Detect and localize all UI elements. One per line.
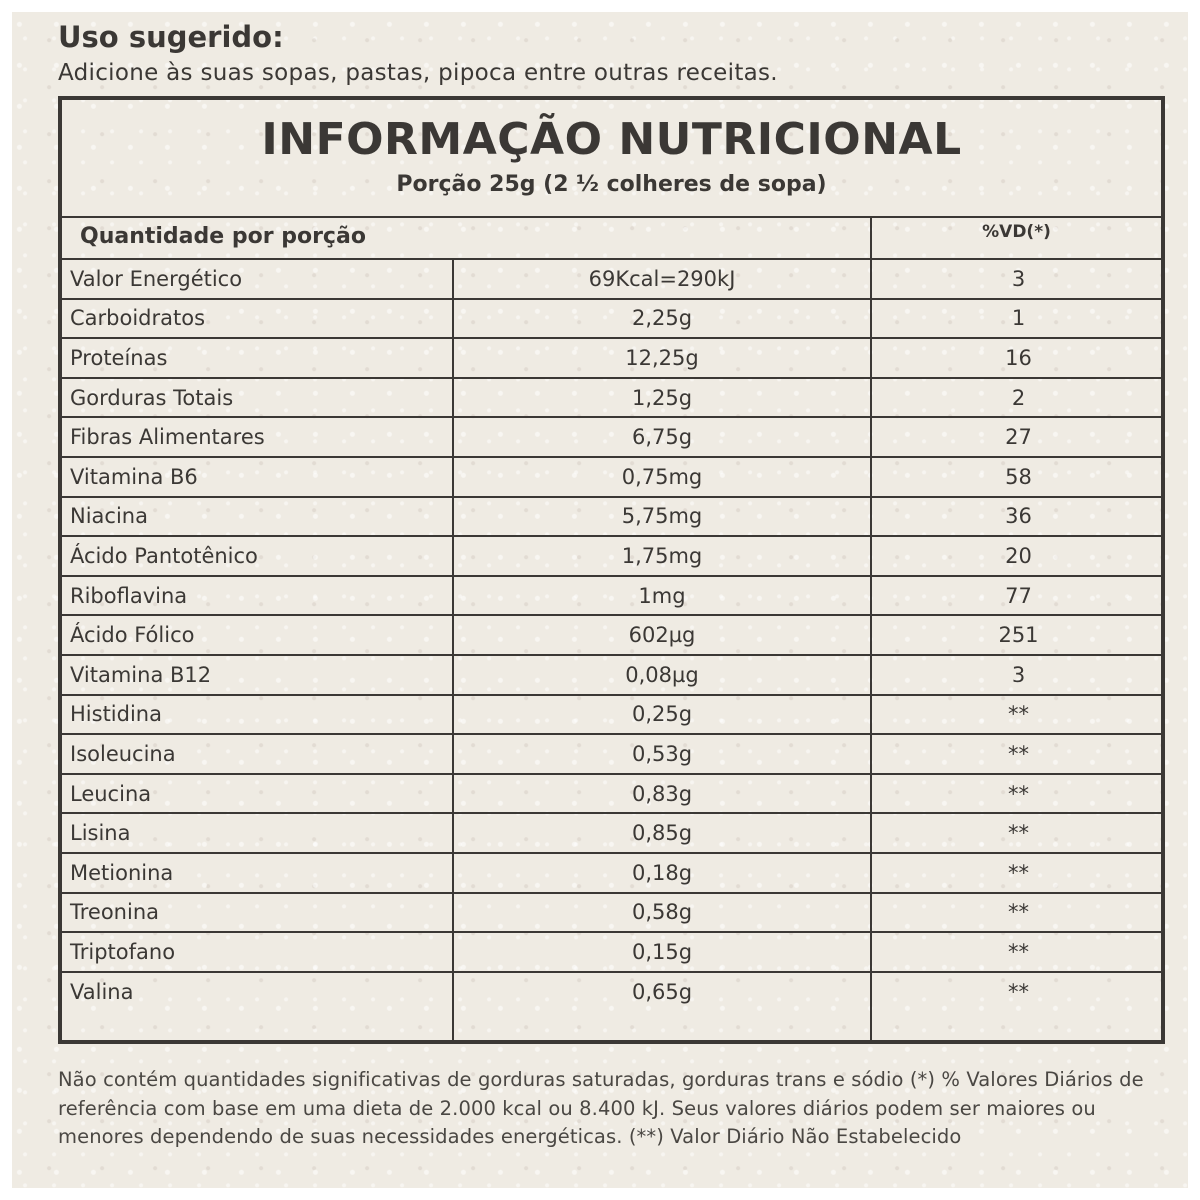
nutrient-name: Ácido Pantotênico [70, 543, 258, 568]
column-divider [870, 218, 872, 1040]
nutrition-table: INFORMAÇÃO NUTRICIONAL Porção 25g (2 ½ c… [58, 96, 1165, 1044]
nutrient-name: Fibras Alimentares [70, 425, 265, 450]
table-row: Lisina 0,85g ** [62, 814, 1161, 854]
nutrient-name: Vitamina B6 [70, 464, 198, 489]
nutrient-amount: 12,25g [625, 345, 699, 370]
nutrient-name: Vitamina B12 [70, 662, 212, 687]
footnote: Não contém quantidades significativas de… [58, 1068, 1144, 1148]
nutrient-daily-value: 27 [1005, 425, 1032, 450]
table-header: Quantidade por porção %VD(*) [62, 218, 1161, 260]
nutrient-name: Histidina [70, 702, 162, 727]
nutrient-amount: 0,83g [631, 781, 693, 806]
nutrient-amount: 69Kcal=290kJ [588, 266, 736, 291]
nutrient-name: Niacina [70, 504, 148, 529]
nutrient-amount: 1mg [638, 583, 686, 608]
nutrient-amount: 0,65g [631, 980, 693, 1005]
nutrient-daily-value: ** [1008, 980, 1029, 1005]
nutrient-amount: 0,58g [631, 900, 693, 925]
table-row: Metionina 0,18g ** [62, 854, 1161, 894]
nutrient-daily-value: 58 [1005, 464, 1032, 489]
nutrient-daily-value: ** [1008, 781, 1029, 806]
table-row: Proteínas 12,25g 16 [62, 339, 1161, 379]
nutrient-daily-value: ** [1008, 741, 1029, 766]
nutrient-name: Ácido Fólico [70, 623, 195, 648]
nutrient-amount: 0,08µg [625, 662, 699, 687]
header-quantity: Quantidade por porção [80, 224, 366, 249]
nutrient-daily-value: 16 [1005, 345, 1032, 370]
nutrient-daily-value: ** [1008, 939, 1029, 964]
nutrient-daily-value: 36 [1005, 504, 1032, 529]
table-body: Valor Energético 69Kcal=290kJ 3 Carboidrato… [62, 260, 1161, 1040]
usage-text: Adicione às suas sopas, pastas, pipoca e… [58, 60, 778, 86]
nutrient-daily-value: ** [1008, 702, 1029, 727]
table-row: Histidina 0,25g ** [62, 696, 1161, 736]
table-row: Vitamina B6 0,75mg 58 [62, 458, 1161, 498]
table-row: Niacina 5,75mg 36 [62, 498, 1161, 538]
nutrient-daily-value: ** [1008, 821, 1029, 846]
nutrient-daily-value: ** [1008, 900, 1029, 925]
nutrient-name: Triptofano [70, 939, 176, 964]
nutrient-amount: 0,85g [631, 821, 693, 846]
table-row: Valor Energético 69Kcal=290kJ 3 [62, 260, 1161, 300]
nutrient-daily-value: 77 [1005, 583, 1032, 608]
nutrient-amount: 5,75mg [621, 504, 703, 529]
nutrient-name: Lisina [70, 821, 131, 846]
nutrient-name: Valina [70, 980, 134, 1005]
nutrient-daily-value: 251 [998, 623, 1039, 648]
table-row: Ácido Fólico 602µg 251 [62, 616, 1161, 656]
table-row: Gorduras Totais 1,25g 2 [62, 379, 1161, 419]
nutrient-daily-value: 2 [1011, 385, 1026, 410]
nutrient-name: Riboflavina [70, 583, 188, 608]
nutrient-name: Gorduras Totais [70, 385, 234, 410]
nutrient-name: Metionina [70, 860, 174, 885]
nutrient-amount: 0,25g [631, 702, 693, 727]
table-row: Valina 0,65g ** [62, 973, 1161, 1013]
nutrient-name: Treonina [70, 900, 160, 925]
nutrient-amount: 1,25g [631, 385, 693, 410]
nutrient-amount: 0,18g [631, 860, 693, 885]
nutrient-amount: 1,75mg [621, 543, 703, 568]
table-title: INFORMAÇÃO NUTRICIONAL [261, 114, 962, 165]
usage-title: Uso sugerido: [58, 20, 284, 54]
label-background [12, 12, 1188, 1188]
table-row: Treonina 0,58g ** [62, 894, 1161, 934]
table-row: Riboflavina 1mg 77 [62, 577, 1161, 617]
nutrient-amount: 0,53g [631, 741, 693, 766]
nutrient-amount: 0,15g [631, 939, 693, 964]
table-row: Ácido Pantotênico 1,75mg 20 [62, 537, 1161, 577]
nutrient-name: Isoleucina [70, 741, 176, 766]
table-row: Leucina 0,83g ** [62, 775, 1161, 815]
nutrient-daily-value: 3 [1011, 662, 1026, 687]
nutrient-name: Leucina [70, 781, 152, 806]
nutrient-name: Carboidratos [70, 306, 206, 331]
nutrient-daily-value: 20 [1005, 543, 1032, 568]
serving-size: Porção 25g (2 ½ colheres de sopa) [396, 172, 827, 197]
table-row: Isoleucina 0,53g ** [62, 735, 1161, 775]
column-divider [452, 260, 454, 1040]
table-row: Vitamina B12 0,08µg 3 [62, 656, 1161, 696]
header-daily-value: %VD(*) [982, 222, 1051, 242]
nutrient-amount: 0,75mg [621, 464, 703, 489]
table-row: Carboidratos 2,25g 1 [62, 300, 1161, 340]
nutrient-daily-value: 3 [1011, 266, 1026, 291]
table-grid: Quantidade por porção %VD(*) Valor Energ… [62, 216, 1161, 1040]
table-row: Triptofano 0,15g ** [62, 933, 1161, 973]
table-row: Fibras Alimentares 6,75g 27 [62, 418, 1161, 458]
nutrient-daily-value: ** [1008, 860, 1029, 885]
nutrient-amount: 6,75g [631, 425, 693, 450]
nutrient-name: Valor Energético [70, 266, 243, 291]
nutrient-name: Proteínas [70, 345, 168, 370]
nutrient-amount: 2,25g [631, 306, 693, 331]
nutrient-amount: 602µg [628, 623, 696, 648]
nutrient-daily-value: 1 [1011, 306, 1026, 331]
